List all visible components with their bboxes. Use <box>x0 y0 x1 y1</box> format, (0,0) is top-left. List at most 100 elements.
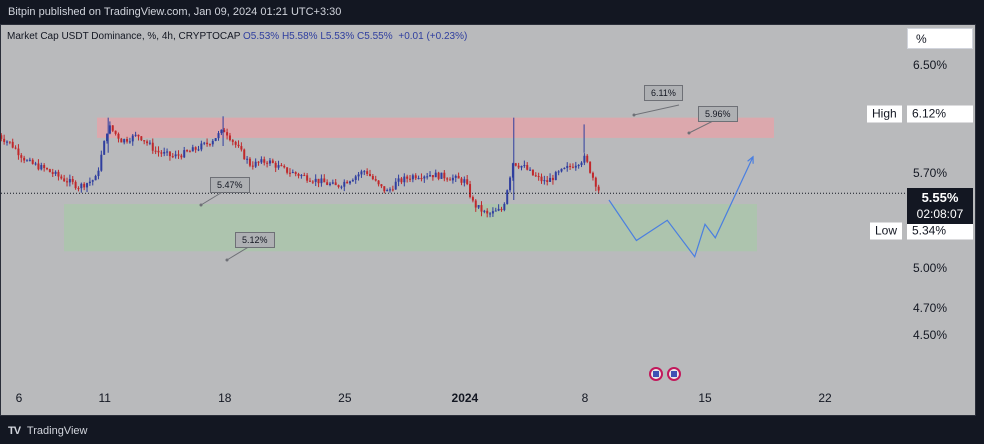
candle <box>154 146 157 155</box>
candle <box>11 138 14 149</box>
candle <box>288 168 291 177</box>
candle <box>177 150 180 159</box>
candle <box>366 168 369 177</box>
candle <box>271 158 274 164</box>
high-label-tag: High <box>867 105 902 123</box>
candle <box>48 168 51 173</box>
candle <box>237 140 240 148</box>
y-tick-label: 5.70% <box>912 166 947 180</box>
candle <box>251 161 254 170</box>
note-anchor <box>225 258 229 262</box>
candle <box>43 163 46 172</box>
candle <box>317 178 320 188</box>
candle <box>260 156 263 165</box>
candle <box>311 180 314 184</box>
legend-open: O5.53% <box>243 31 280 42</box>
candle <box>540 173 543 184</box>
candle <box>420 173 423 182</box>
price-chart[interactable] <box>1 25 976 416</box>
candle <box>494 207 497 212</box>
candle <box>360 169 363 178</box>
candle <box>66 177 69 187</box>
candle <box>168 151 171 161</box>
candle <box>500 206 503 212</box>
us-flag-event-icon[interactable] <box>649 367 663 381</box>
candle <box>200 140 203 152</box>
percent-scale-button[interactable]: % <box>907 28 973 49</box>
candle <box>308 177 311 183</box>
candle <box>314 174 317 187</box>
candle <box>257 161 260 166</box>
candle <box>411 173 414 183</box>
chart-frame[interactable]: Market Cap USDT Dominance, %, 4h, CRYPTO… <box>0 24 976 416</box>
candle <box>460 176 463 186</box>
candle <box>94 174 97 181</box>
note-5.96[interactable]: 5.96% <box>698 106 738 122</box>
candle <box>454 174 457 183</box>
note-6.11[interactable]: 6.11% <box>644 85 683 101</box>
candle <box>357 171 360 181</box>
legend-low: L5.53% <box>320 31 355 42</box>
candle <box>557 170 560 176</box>
candle <box>97 167 100 180</box>
candle <box>180 153 183 160</box>
candle <box>57 169 60 181</box>
x-tick-label: 6 <box>15 391 23 405</box>
candle <box>214 138 217 142</box>
candle <box>443 170 446 182</box>
resistance-zone[interactable] <box>97 117 774 138</box>
candle <box>111 125 114 133</box>
candle <box>306 173 309 183</box>
candle <box>480 201 483 217</box>
projection-path[interactable] <box>608 156 754 258</box>
candle <box>234 140 237 148</box>
candle <box>506 189 509 205</box>
candle <box>223 127 226 133</box>
candle <box>431 175 434 181</box>
note-5.12[interactable]: 5.12% <box>235 232 275 248</box>
candle <box>577 164 580 169</box>
candle <box>160 150 163 157</box>
candle <box>523 160 526 168</box>
candle <box>217 130 220 141</box>
x-tick-label: 8 <box>581 391 589 405</box>
candle <box>91 179 94 186</box>
candle <box>26 159 29 162</box>
candle <box>446 177 449 182</box>
candle <box>374 175 377 182</box>
candle <box>28 157 31 162</box>
candle <box>171 153 174 159</box>
candle <box>463 176 466 187</box>
candle <box>197 145 200 152</box>
candle <box>569 163 572 170</box>
x-tick-label: 11 <box>98 391 111 405</box>
us-flag-event-icon-2[interactable] <box>667 367 681 381</box>
candle <box>517 162 520 170</box>
candle <box>300 174 303 179</box>
candle <box>337 184 340 189</box>
tradingview-logo-icon: TV <box>8 425 21 437</box>
legend-change: +0.01 (+0.23%) <box>398 31 468 42</box>
candle <box>303 172 306 177</box>
candle <box>580 161 583 168</box>
candle <box>191 144 194 152</box>
candle <box>343 179 346 192</box>
low-value-tag: 5.34% <box>907 222 973 240</box>
candle <box>157 146 160 157</box>
support-zone[interactable] <box>64 204 757 252</box>
candle <box>323 174 326 183</box>
candle <box>86 182 89 193</box>
candle <box>423 175 426 183</box>
candle <box>23 155 26 164</box>
symbol-legend: Market Cap USDT Dominance, %, 4h, CRYPTO… <box>7 31 467 42</box>
y-tick-label: 6.50% <box>912 58 947 72</box>
candle <box>243 148 246 160</box>
candle <box>166 148 169 156</box>
candle <box>54 170 57 177</box>
candle <box>426 172 429 180</box>
candle <box>583 153 586 166</box>
note-5.47[interactable]: 5.47% <box>210 177 250 193</box>
candle <box>231 138 234 146</box>
candle <box>457 172 460 179</box>
candle <box>406 174 409 183</box>
